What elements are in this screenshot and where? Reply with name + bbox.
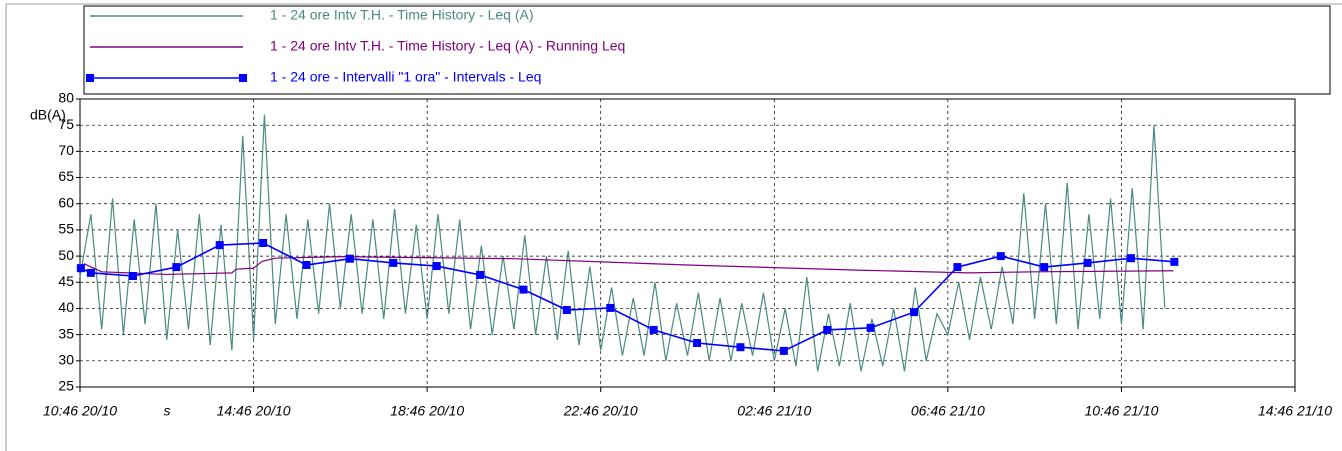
x-tick-label: 10:46 20/10: [43, 403, 117, 419]
y-tick-label: 50: [58, 247, 74, 263]
legend-label: 1 - 24 ore Intv T.H. - Time History - Le…: [270, 38, 625, 54]
x-tick-label: 02:46 21/10: [737, 403, 811, 419]
data-point: [693, 339, 702, 348]
y-tick-label: 65: [58, 168, 74, 184]
y-tick-label: 30: [58, 352, 74, 368]
data-point: [1170, 257, 1179, 266]
data-point: [519, 285, 528, 294]
series-line: [79, 114, 1166, 372]
x-tick-label: 06:46 21/10: [911, 403, 985, 419]
data-point: [649, 325, 658, 334]
data-point: [432, 262, 441, 271]
data-point: [345, 254, 354, 263]
x-tick-label: 14:46 21/10: [1258, 403, 1332, 419]
y-tick-label: 35: [58, 325, 74, 341]
y-axis-label: dB(A): [30, 107, 66, 123]
legend-swatch: [239, 74, 247, 82]
data-point: [736, 343, 745, 352]
x-axis-label: s: [164, 403, 171, 419]
data-point: [259, 239, 268, 247]
data-point: [215, 241, 224, 250]
data-point: [953, 263, 962, 272]
legend-box: [83, 5, 1331, 95]
y-tick-label: 80: [58, 90, 74, 106]
data-point: [606, 303, 615, 312]
data-point: [476, 270, 485, 279]
data-point: [562, 306, 571, 315]
legend-label: 1 - 24 ore - Intervalli "1 ora" - Interv…: [270, 69, 541, 85]
data-point: [996, 252, 1005, 261]
y-tick-label: 25: [58, 378, 74, 394]
x-tick-label: 18:46 20/10: [390, 403, 464, 419]
data-point: [823, 325, 832, 334]
x-tick-label: 14:46 20/10: [217, 403, 291, 419]
data-point: [76, 264, 85, 273]
y-tick-label: 75: [58, 116, 74, 132]
data-point: [128, 271, 137, 280]
data-point: [866, 323, 875, 332]
y-tick-label: 55: [58, 221, 74, 237]
data-point: [779, 346, 788, 355]
data-point: [86, 268, 95, 277]
data-point: [1040, 263, 1049, 272]
data-point: [302, 260, 311, 269]
y-tick-label: 70: [58, 142, 74, 158]
legend-swatch: [86, 74, 94, 82]
y-tick-label: 60: [58, 194, 74, 210]
data-point: [910, 308, 919, 317]
legend-label: 1 - 24 ore Intv T.H. - Time History - Le…: [270, 7, 533, 23]
x-tick-label: 10:46 21/10: [1084, 403, 1158, 419]
x-tick-label: 22:46 20/10: [563, 403, 638, 419]
data-point: [172, 263, 181, 272]
data-point: [389, 258, 398, 267]
data-point: [1126, 254, 1135, 263]
data-point: [1083, 258, 1092, 267]
y-tick-label: 45: [58, 273, 74, 289]
y-tick-label: 40: [58, 299, 74, 315]
